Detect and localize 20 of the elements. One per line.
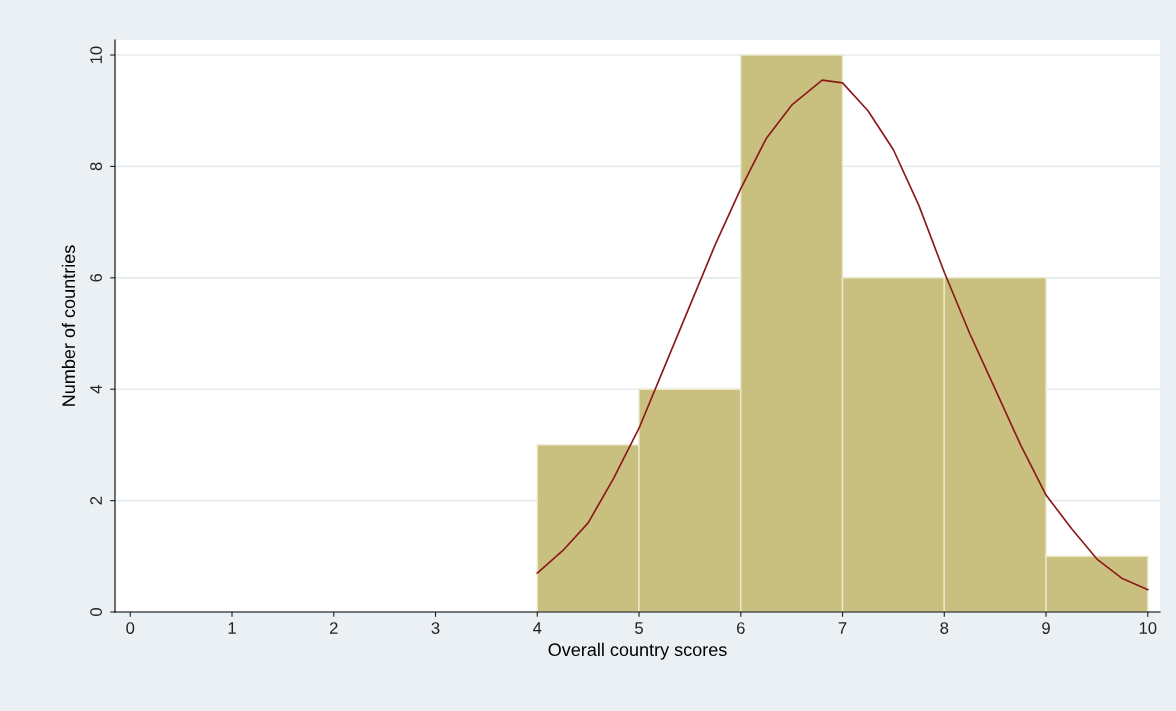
x-tick-label: 3 <box>431 622 440 634</box>
y-tick-label: 2 <box>90 496 102 505</box>
x-tick-label: 0 <box>126 622 135 634</box>
x-tick-label: 10 <box>1139 622 1157 634</box>
y-tick-label: 8 <box>90 162 102 171</box>
line-series <box>536 79 1149 591</box>
x-tick-label: 1 <box>228 622 236 634</box>
x-tick-label: 5 <box>635 622 643 634</box>
x-axis-title: Overall country scores <box>548 642 727 660</box>
y-tick-label: 0 <box>90 608 102 616</box>
x-tick-label: 6 <box>736 622 745 634</box>
x-tick-label: 8 <box>940 622 949 634</box>
x-tick-label: 9 <box>1042 622 1050 634</box>
x-tick-label: 2 <box>329 622 338 634</box>
y-tick-label: 10 <box>90 46 102 64</box>
x-tick-label: 7 <box>838 622 847 634</box>
y-axis-title: Number of countries <box>61 245 76 406</box>
y-tick-label: 6 <box>90 273 102 282</box>
y-tick-label: 4 <box>90 385 102 394</box>
x-tick-label: 4 <box>533 622 542 634</box>
